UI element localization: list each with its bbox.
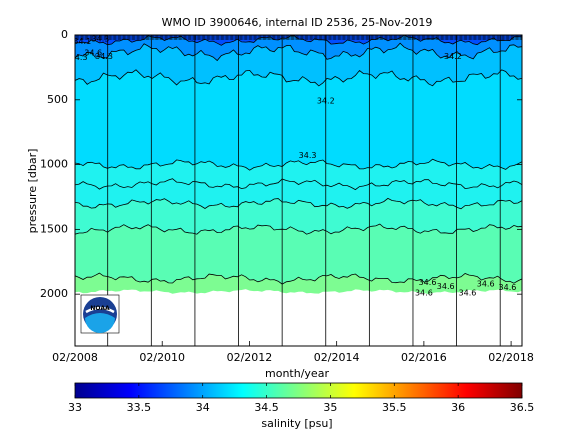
salinity-band xyxy=(75,69,522,171)
noaa-logo: NOAA xyxy=(80,294,120,334)
colorbar-tick-label: 34.5 xyxy=(254,401,279,414)
y-tick-label: 2000 xyxy=(40,287,68,300)
y-tick-label: 500 xyxy=(47,93,68,106)
noaa-logo-text: NOAA xyxy=(90,305,110,312)
colorbar-label: salinity [psu] xyxy=(261,417,332,430)
contour-label: 34.6 xyxy=(459,288,477,297)
contour-label: 34.6 xyxy=(84,49,102,58)
salinity-band xyxy=(75,35,522,61)
colorbar: 33 33.5 34 34.5 35 35.5 36 36.5 salinity [psu] xyxy=(68,382,535,430)
y-tick-label: 1000 xyxy=(40,158,68,171)
salinity-band xyxy=(75,224,522,285)
colorbar-tick-label: 36 xyxy=(451,401,465,414)
y-tick-label: 0 xyxy=(61,28,68,41)
salinity-band xyxy=(75,159,522,209)
x-tick-label: 02/2014 xyxy=(314,351,360,364)
colorbar-tick-label: 33.5 xyxy=(127,401,152,414)
contour-label: 34.6 xyxy=(419,278,437,287)
contour-label: 34.2 xyxy=(317,97,335,106)
colorbar-tick-label: 33 xyxy=(68,401,82,414)
contour-label: 34.6 xyxy=(437,282,455,291)
salinity-band xyxy=(75,198,522,235)
x-tick-label: 02/2012 xyxy=(227,351,273,364)
contour-label: 34.1 xyxy=(73,37,91,46)
contour-label: 34.6 xyxy=(477,279,495,288)
plot-frame xyxy=(74,34,523,347)
colorbar-tick-label: 35 xyxy=(323,401,337,414)
contour-label: 34.3 xyxy=(299,151,317,160)
contour-line xyxy=(75,223,522,235)
contour-line xyxy=(75,42,522,62)
salinity-band xyxy=(75,273,522,295)
x-tick-label: 02/2016 xyxy=(401,351,447,364)
contour-line xyxy=(75,178,522,191)
colorbar-gradient xyxy=(74,382,523,399)
x-tick-label: 02/2018 xyxy=(488,351,534,364)
contour-line xyxy=(75,158,522,171)
contour-line xyxy=(75,272,522,285)
y-tick-label: 1500 xyxy=(40,222,68,235)
contour-label: 34.3 xyxy=(70,53,88,62)
contour-line xyxy=(75,69,522,87)
y-axis-label: pressure [dbar] xyxy=(26,149,39,234)
contour-label: 34.6 xyxy=(499,283,517,292)
contour-line xyxy=(75,197,522,210)
contour-label: 34.6 xyxy=(415,288,433,297)
x-tick-label: 02/2008 xyxy=(52,351,98,364)
x-tick-label: 02/2010 xyxy=(139,351,185,364)
plot-area: 34.1 34.334.634.3 34.3 34.234.234.334.6 34.6… xyxy=(70,35,522,346)
contour-line xyxy=(75,35,522,46)
contour-label: 34.2 xyxy=(444,52,462,61)
colorbar-tick-label: 34 xyxy=(196,401,210,414)
colorbar-tick-label: 35.5 xyxy=(382,401,407,414)
salinity-band xyxy=(75,43,522,86)
contour-label: 34.3 xyxy=(95,52,113,61)
x-axis-label: month/year xyxy=(265,367,329,380)
chart-title: WMO ID 3900646, internal ID 2536, 25-Nov… xyxy=(162,16,433,29)
colorbar-tick-label: 36.5 xyxy=(510,401,535,414)
